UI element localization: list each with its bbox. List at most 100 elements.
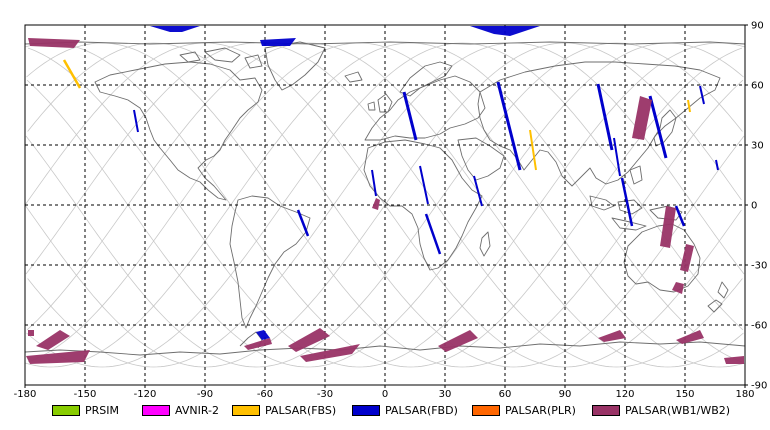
- lon-tick-label: 60: [499, 389, 512, 400]
- orbit-track: [24, 42, 742, 368]
- coastline-south-america: [229, 195, 311, 329]
- swath-strip: [62, 59, 82, 89]
- lon-tick-label: -30: [317, 389, 333, 400]
- swath-strip: [296, 209, 310, 237]
- coastline-africa: [363, 139, 483, 271]
- legend-item: PALSAR(FBD): [352, 402, 458, 418]
- swath-area: [676, 330, 704, 344]
- legend-swatch: [232, 404, 260, 416]
- swath-area: [26, 350, 90, 364]
- lon-tick-label: 30: [439, 389, 452, 400]
- lon-tick-label: -180: [14, 389, 37, 400]
- lon-tick-label: -120: [134, 389, 157, 400]
- coastline-iceland: [344, 71, 363, 83]
- legend-item: PRSIM: [52, 402, 119, 418]
- orbit-tracks: [24, 42, 745, 368]
- swath-strip: [648, 95, 668, 159]
- legend-label: AVNIR-2: [175, 403, 219, 417]
- coastline-arabia: [457, 137, 505, 181]
- legend-swatch: [352, 404, 380, 416]
- swath-area: [672, 282, 684, 294]
- lat-tick-label: -30: [751, 261, 767, 272]
- swath-strip: [674, 205, 686, 227]
- legend-item: PALSAR(WB1/WB2): [592, 402, 730, 418]
- legend-item: PALSAR(FBS): [232, 402, 336, 418]
- legend-item: PALSAR(PLR): [472, 402, 576, 418]
- swath-strip: [402, 91, 418, 141]
- swath-area: [300, 344, 360, 362]
- orbit-track: [27, 42, 745, 368]
- swath-strip: [596, 83, 614, 151]
- swath-area: [288, 328, 330, 352]
- map-gridlines: [25, 25, 745, 385]
- swath-area: [256, 330, 270, 340]
- swath-strip: [699, 85, 705, 105]
- legend-item: AVNIR-2: [142, 402, 219, 418]
- swath-strip: [424, 213, 442, 255]
- lon-tick-label: 150: [675, 389, 694, 400]
- swath-strip: [529, 129, 537, 171]
- swath-area: [470, 26, 540, 36]
- swath-area: [680, 244, 694, 272]
- axis-ticks: -180 -150 -120 -90 -60 -30 0 30 60 90 120 150 180 90 6…: [14, 21, 768, 401]
- lat-tick-label: 90: [751, 21, 764, 32]
- coastline-greenland: [264, 41, 326, 91]
- lon-tick-label: -150: [74, 389, 97, 400]
- legend-swatch: [592, 404, 620, 416]
- lon-tick-label: -60: [257, 389, 273, 400]
- swath-strip: [473, 175, 483, 207]
- legend-label: PALSAR(PLR): [505, 403, 576, 417]
- swath-area: [724, 356, 744, 364]
- legend-label: PALSAR(WB1/WB2): [625, 403, 731, 417]
- swath-area: [150, 26, 200, 32]
- observation-swaths: [26, 26, 744, 364]
- swath-area: [372, 198, 380, 210]
- coastlines: [24, 41, 746, 356]
- swath-strip: [371, 169, 377, 197]
- legend: PRSIM AVNIR-2 PALSAR(FBS) PALSAR(FBD) PALSAR…: [0, 400, 770, 422]
- orbit-track: [25, 42, 743, 368]
- swath-area: [438, 330, 478, 352]
- swath-area: [632, 96, 652, 140]
- coastline-madagascar: [479, 231, 491, 257]
- swath-strip: [419, 165, 429, 205]
- lat-tick-label: -90: [751, 381, 767, 392]
- swath-area: [598, 330, 626, 342]
- lon-tick-label: 90: [559, 389, 572, 400]
- coastline-antarctica: [24, 341, 746, 356]
- swath-strip: [715, 159, 719, 171]
- orbit-track: [25, 42, 743, 368]
- swath-area: [28, 330, 34, 336]
- lon-tick-label: 180: [735, 389, 754, 400]
- coastline-new-zealand: [707, 281, 729, 313]
- legend-label: PRSIM: [85, 403, 119, 417]
- coastline-british-isles: [367, 93, 393, 113]
- lon-tick-label: -90: [197, 389, 213, 400]
- lat-tick-label: 60: [751, 81, 764, 92]
- coastline-north-america: [94, 61, 263, 201]
- lat-tick-label: 30: [751, 141, 764, 152]
- coastline-arctic-rim: [24, 41, 746, 45]
- lat-tick-label: 0: [751, 201, 757, 212]
- coastline-scandinavia: [399, 61, 453, 97]
- coastline-asia: [477, 61, 721, 187]
- swath-strip: [620, 177, 634, 227]
- legend-swatch: [142, 404, 170, 416]
- swath-area: [28, 38, 80, 48]
- lat-tick-label: -60: [751, 321, 767, 332]
- legend-label: PALSAR(FBS): [265, 403, 337, 417]
- coastline-indonesia: [589, 165, 683, 231]
- orbit-track: [26, 42, 744, 368]
- swath-strip: [496, 81, 522, 171]
- swath-strip: [687, 99, 691, 113]
- swath-area: [660, 206, 676, 248]
- swath-area: [36, 330, 70, 350]
- orbit-track: [26, 42, 744, 368]
- legend-swatch: [472, 404, 500, 416]
- legend-swatch: [52, 404, 80, 416]
- lon-tick-label: 0: [382, 389, 388, 400]
- swath-area: [244, 338, 272, 350]
- swath-strip: [133, 109, 139, 133]
- legend-label: PALSAR(FBD): [385, 403, 458, 417]
